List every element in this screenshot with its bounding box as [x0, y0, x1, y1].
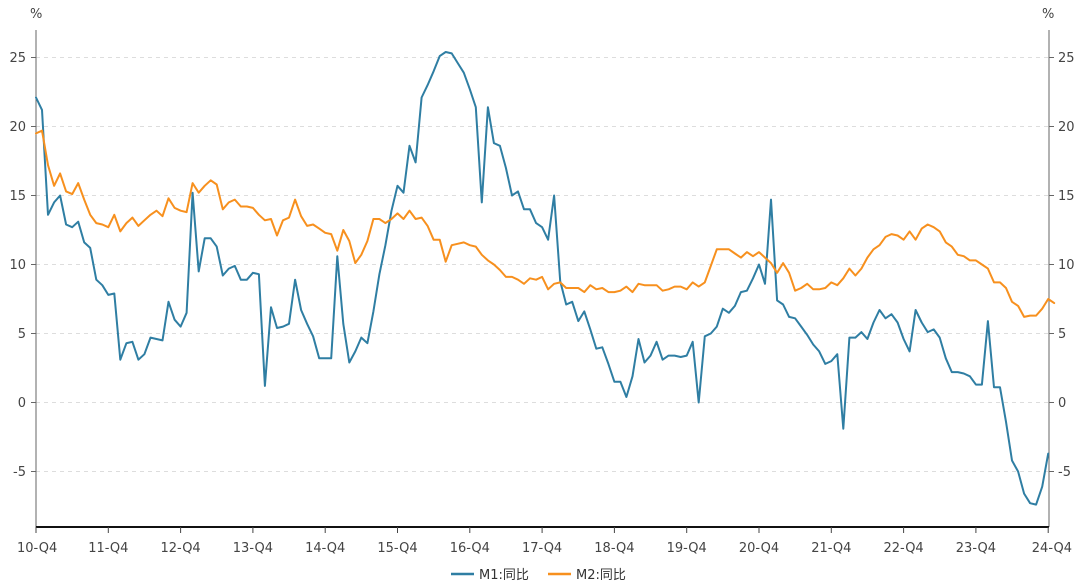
gridlines [36, 57, 1049, 472]
y-tick-label-right: 20 [1058, 120, 1075, 135]
y-tick-label-left: 5 [18, 327, 26, 342]
left-axis-unit: % [30, 7, 42, 22]
y-tick-label-left: 10 [9, 258, 26, 273]
x-tick-label: 24-Q4 [1032, 541, 1072, 556]
right-axis-unit: % [1042, 7, 1054, 22]
legend-item-m1[interactable]: M1:同比 [451, 568, 529, 583]
x-tick-label: 12-Q4 [160, 541, 200, 556]
legend-item-m2[interactable]: M2:同比 [548, 568, 626, 583]
x-tick-label: 21-Q4 [811, 541, 851, 556]
y-tick-label-right: 10 [1058, 258, 1075, 273]
y-tick-label-left: 20 [9, 120, 26, 135]
y-tick-label-right: 5 [1058, 327, 1066, 342]
x-tick-label: 11-Q4 [88, 541, 128, 556]
y-tick-label-left: 0 [18, 396, 26, 411]
x-tick-label: 13-Q4 [233, 541, 273, 556]
series-lines [35, 51, 1056, 506]
x-axis-ticks: 10-Q4 11-Q4 12-Q4 13-Q4 14-Q4 15-Q4 16-Q4 17-Q4… [17, 527, 1072, 556]
y-tick-label-left: 15 [9, 189, 26, 204]
y-tick-label-right: 15 [1058, 189, 1075, 204]
x-tick-label: 22-Q4 [883, 541, 923, 556]
y-tick-label-right: 25 [1058, 51, 1075, 66]
x-tick-label: 10-Q4 [17, 541, 57, 556]
series-line-m2 [35, 129, 1056, 318]
x-tick-label: 20-Q4 [739, 541, 779, 556]
y-tick-label-right: -5 [1058, 465, 1071, 480]
legend-label-m1: M1:同比 [479, 568, 529, 583]
x-tick-label: 18-Q4 [594, 541, 634, 556]
y-axis-ticks: -5 -5 0 0 5 5 10 10 15 15 20 20 25 25 [9, 51, 1074, 480]
legend: M1:同比 M2:同比 [451, 568, 626, 583]
y-tick-label-left: 25 [9, 51, 26, 66]
x-tick-label: 17-Q4 [522, 541, 562, 556]
x-tick-label: 19-Q4 [667, 541, 707, 556]
y-tick-label-right: 0 [1058, 396, 1066, 411]
x-tick-label: 14-Q4 [305, 541, 345, 556]
x-tick-label: 16-Q4 [450, 541, 490, 556]
series-line-m1 [35, 51, 1050, 506]
x-tick-label: 15-Q4 [377, 541, 417, 556]
y-tick-label-left: -5 [13, 465, 26, 480]
legend-label-m2: M2:同比 [576, 568, 626, 583]
x-tick-label: 23-Q4 [956, 541, 996, 556]
